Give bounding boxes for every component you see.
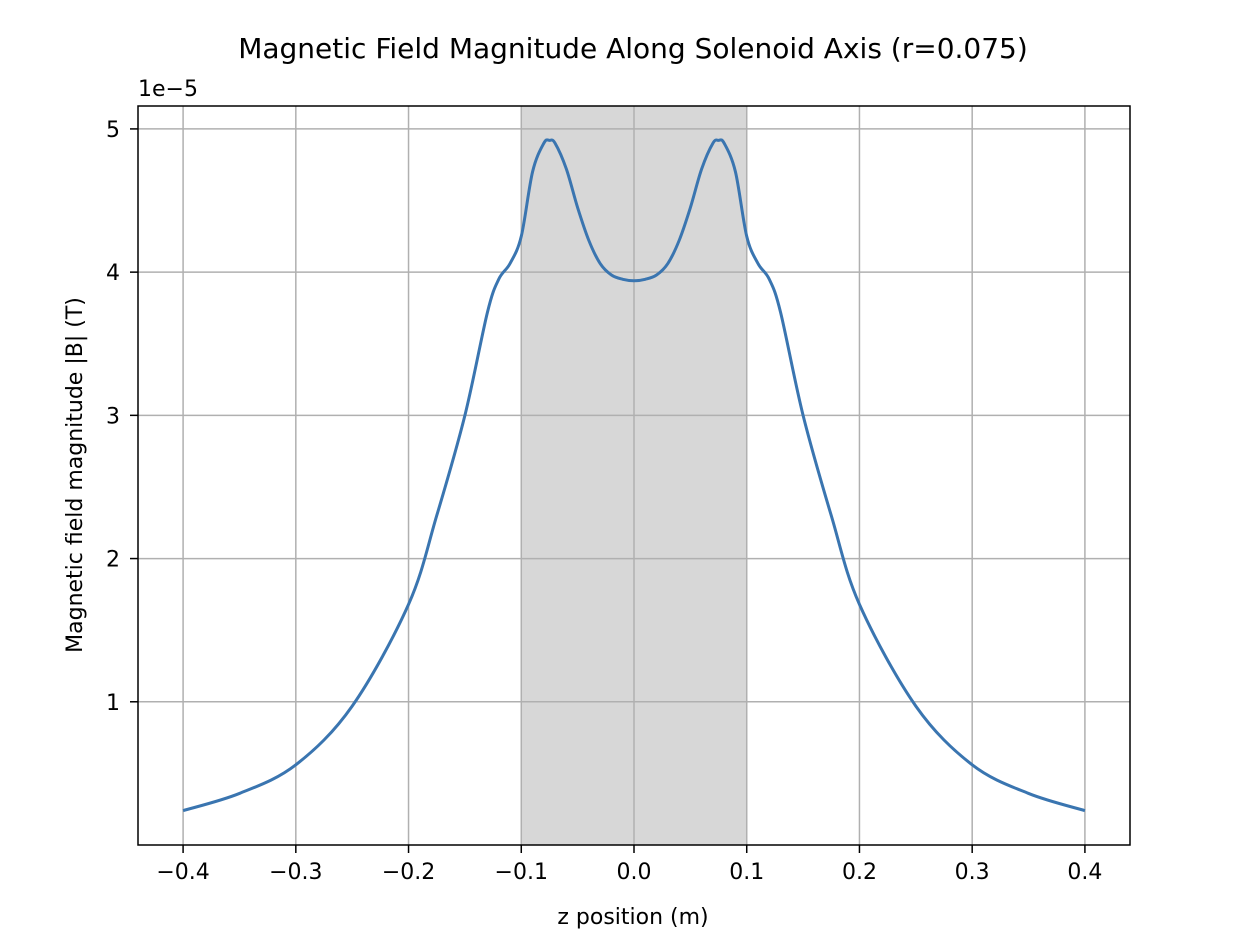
series-line: [182, 138, 1086, 813]
x-axis: −0.4 −0.3 −0.2 −0.1 0.0 0.1 0.2 0.3 0.4: [156, 845, 1102, 885]
x-tick-label: 0.4: [1067, 860, 1102, 885]
y-offset-label: 1e−5: [138, 77, 198, 102]
x-tick-label: 0.1: [729, 860, 764, 885]
x-tick-label: −0.3: [269, 860, 322, 885]
y-axis: 1 2 3 4 5: [106, 118, 138, 716]
y-tick-label: 2: [106, 548, 120, 573]
x-tick-label: −0.1: [495, 860, 548, 885]
x-tick-label: −0.2: [382, 860, 435, 885]
y-tick-label: 4: [106, 261, 120, 286]
y-tick-label: 5: [106, 118, 120, 143]
x-tick-label: 0.2: [842, 860, 877, 885]
x-tick-label: 0.0: [617, 860, 652, 885]
y-tick-label: 3: [106, 404, 120, 429]
x-axis-label: z position (m): [557, 905, 708, 930]
x-tick-label: 0.3: [955, 860, 990, 885]
grid: [138, 106, 1130, 845]
chart-title: Magnetic Field Magnitude Along Solenoid …: [238, 32, 1028, 65]
y-tick-label: 1: [106, 691, 120, 716]
x-tick-label: −0.4: [156, 860, 209, 885]
y-axis-label: Magnetic field magnitude |B| (T): [63, 297, 88, 653]
